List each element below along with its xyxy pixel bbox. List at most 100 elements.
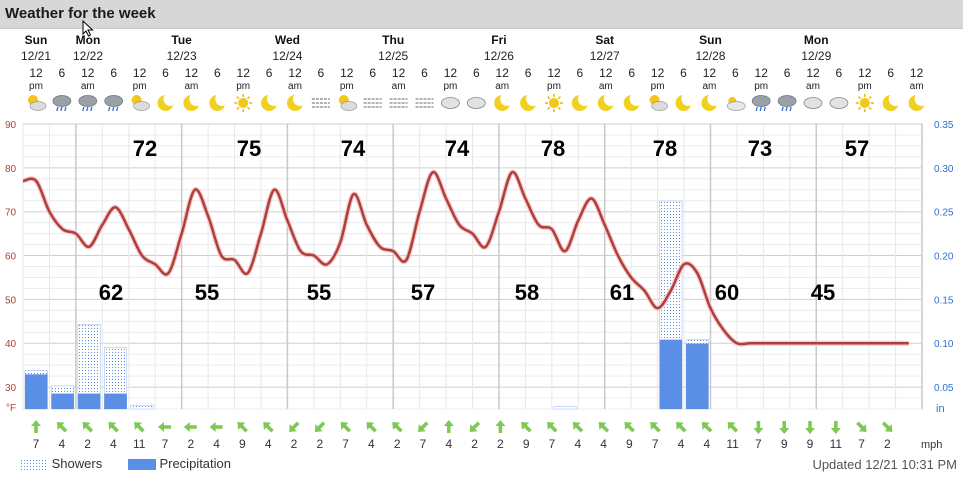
showers-bar (553, 406, 577, 410)
chart-legend: Showers Precipitation (20, 456, 231, 471)
left-axis-unit: °F (6, 403, 16, 414)
daily-low-label: 57 (411, 280, 435, 305)
moon-icon (623, 92, 644, 111)
wind-arrow-icon (881, 421, 893, 432)
fog-icon (363, 98, 382, 108)
daily-low-label: 62 (99, 280, 123, 305)
cloud-icon (829, 97, 849, 109)
wind-speed-label: 11 (726, 437, 739, 451)
hour-label: 6 (836, 66, 843, 80)
wind-arrow-icon (727, 422, 739, 433)
hour-ampm: pm (754, 81, 768, 92)
rain-cloud-icon (777, 95, 797, 112)
hour-label: 6 (318, 66, 325, 80)
hour-ampm: am (599, 81, 613, 92)
moon-icon (494, 92, 515, 111)
hour-label: 12 (496, 66, 510, 80)
wind-speed-label: 4 (703, 437, 710, 451)
hour-label: 12 (599, 66, 613, 80)
wind-arrow-icon (134, 422, 145, 433)
day-date: 12/28 (695, 49, 725, 63)
left-axis-tick: 50 (5, 295, 17, 306)
left-axis-tick: 30 (5, 383, 17, 394)
hour-ampm: am (81, 81, 95, 92)
hour-label: 12 (29, 66, 43, 80)
wind-arrow-icon (108, 422, 119, 433)
hour-ampm: am (495, 81, 509, 92)
hour-label: 12 (185, 66, 199, 80)
daily-high-label: 74 (445, 136, 470, 161)
moon-icon (209, 92, 230, 111)
wind-speed-label: 2 (187, 437, 194, 451)
hour-ampm: pm (133, 81, 147, 92)
wind-arrow-icon (753, 421, 764, 434)
precipitation-bar (25, 374, 48, 409)
showers-swatch (20, 459, 48, 471)
wind-speed-label: 9 (239, 437, 246, 451)
fog-icon (415, 98, 434, 108)
precipitation-bar (104, 393, 127, 409)
wind-arrow-icon (183, 422, 197, 432)
daily-low-label: 60 (715, 280, 739, 305)
moon-icon (520, 92, 541, 111)
window-title-bar: Weather for the week (0, 0, 963, 29)
daily-low-label: 55 (195, 280, 219, 305)
temperature-line (22, 170, 909, 346)
day-date: 12/29 (801, 49, 831, 63)
partly-cloudy-icon (726, 97, 746, 111)
wind-arrow-icon (779, 421, 790, 434)
day-date: 12/25 (378, 49, 408, 63)
wind-arrow-icon (263, 422, 274, 433)
wind-speed-label: 2 (497, 437, 504, 451)
hour-ampm: pm (443, 81, 457, 92)
rain-cloud-icon (52, 95, 72, 112)
hour-ampm: pm (651, 81, 665, 92)
hour-label: 6 (732, 66, 739, 80)
hour-label: 6 (110, 66, 117, 80)
precipitation-bar (659, 339, 683, 409)
wind-arrow-icon (805, 421, 815, 434)
cloud-icon (440, 97, 460, 109)
daily-high-label: 57 (845, 136, 869, 161)
daily-high-label: 72 (133, 136, 157, 161)
hour-label: 6 (525, 66, 532, 80)
hour-label: 6 (577, 66, 584, 80)
hour-label: 12 (651, 66, 665, 80)
daily-high-label: 78 (541, 136, 565, 161)
wind-speed-label: 9 (781, 437, 788, 451)
wind-speed-label: 7 (858, 437, 865, 451)
day-date: 12/22 (73, 49, 103, 63)
wind-arrow-icon (830, 421, 841, 434)
hour-ampm: pm (236, 81, 250, 92)
daily-low-label: 45 (811, 280, 835, 305)
left-axis-tick: 40 (5, 339, 17, 350)
wind-speed-label: 11 (133, 437, 146, 451)
hour-ampm: am (910, 81, 924, 92)
hour-label: 12 (133, 66, 147, 80)
wind-speed-label: 4 (265, 437, 272, 451)
cloud-icon (803, 97, 823, 109)
right-axis-unit: in (936, 403, 945, 415)
wind-arrow-icon (701, 422, 713, 433)
mouse-cursor-icon (82, 20, 94, 37)
daily-high-label: 78 (653, 136, 677, 161)
wind-arrow-icon (469, 421, 481, 432)
right-axis-tick: 0.20 (934, 252, 954, 263)
hour-ampm: pm (547, 81, 561, 92)
hour-label: 12 (858, 66, 872, 80)
hour-label: 6 (784, 66, 791, 80)
wind-arrow-icon (158, 422, 171, 432)
wind-arrow-icon (314, 421, 326, 432)
sun-icon (855, 94, 874, 112)
hour-label: 6 (887, 66, 894, 80)
wind-arrow-icon (598, 422, 610, 433)
wind-speed-label: 4 (678, 437, 685, 451)
day-name: Mon (804, 33, 829, 47)
hour-label: 12 (81, 66, 95, 80)
wind-arrow-icon (572, 422, 584, 433)
hour-ampm: am (806, 81, 820, 92)
hour-ampm: am (184, 81, 198, 92)
hour-label: 12 (755, 66, 769, 80)
legend-showers-label: Showers (51, 456, 103, 471)
wind-arrow-icon (624, 422, 635, 433)
